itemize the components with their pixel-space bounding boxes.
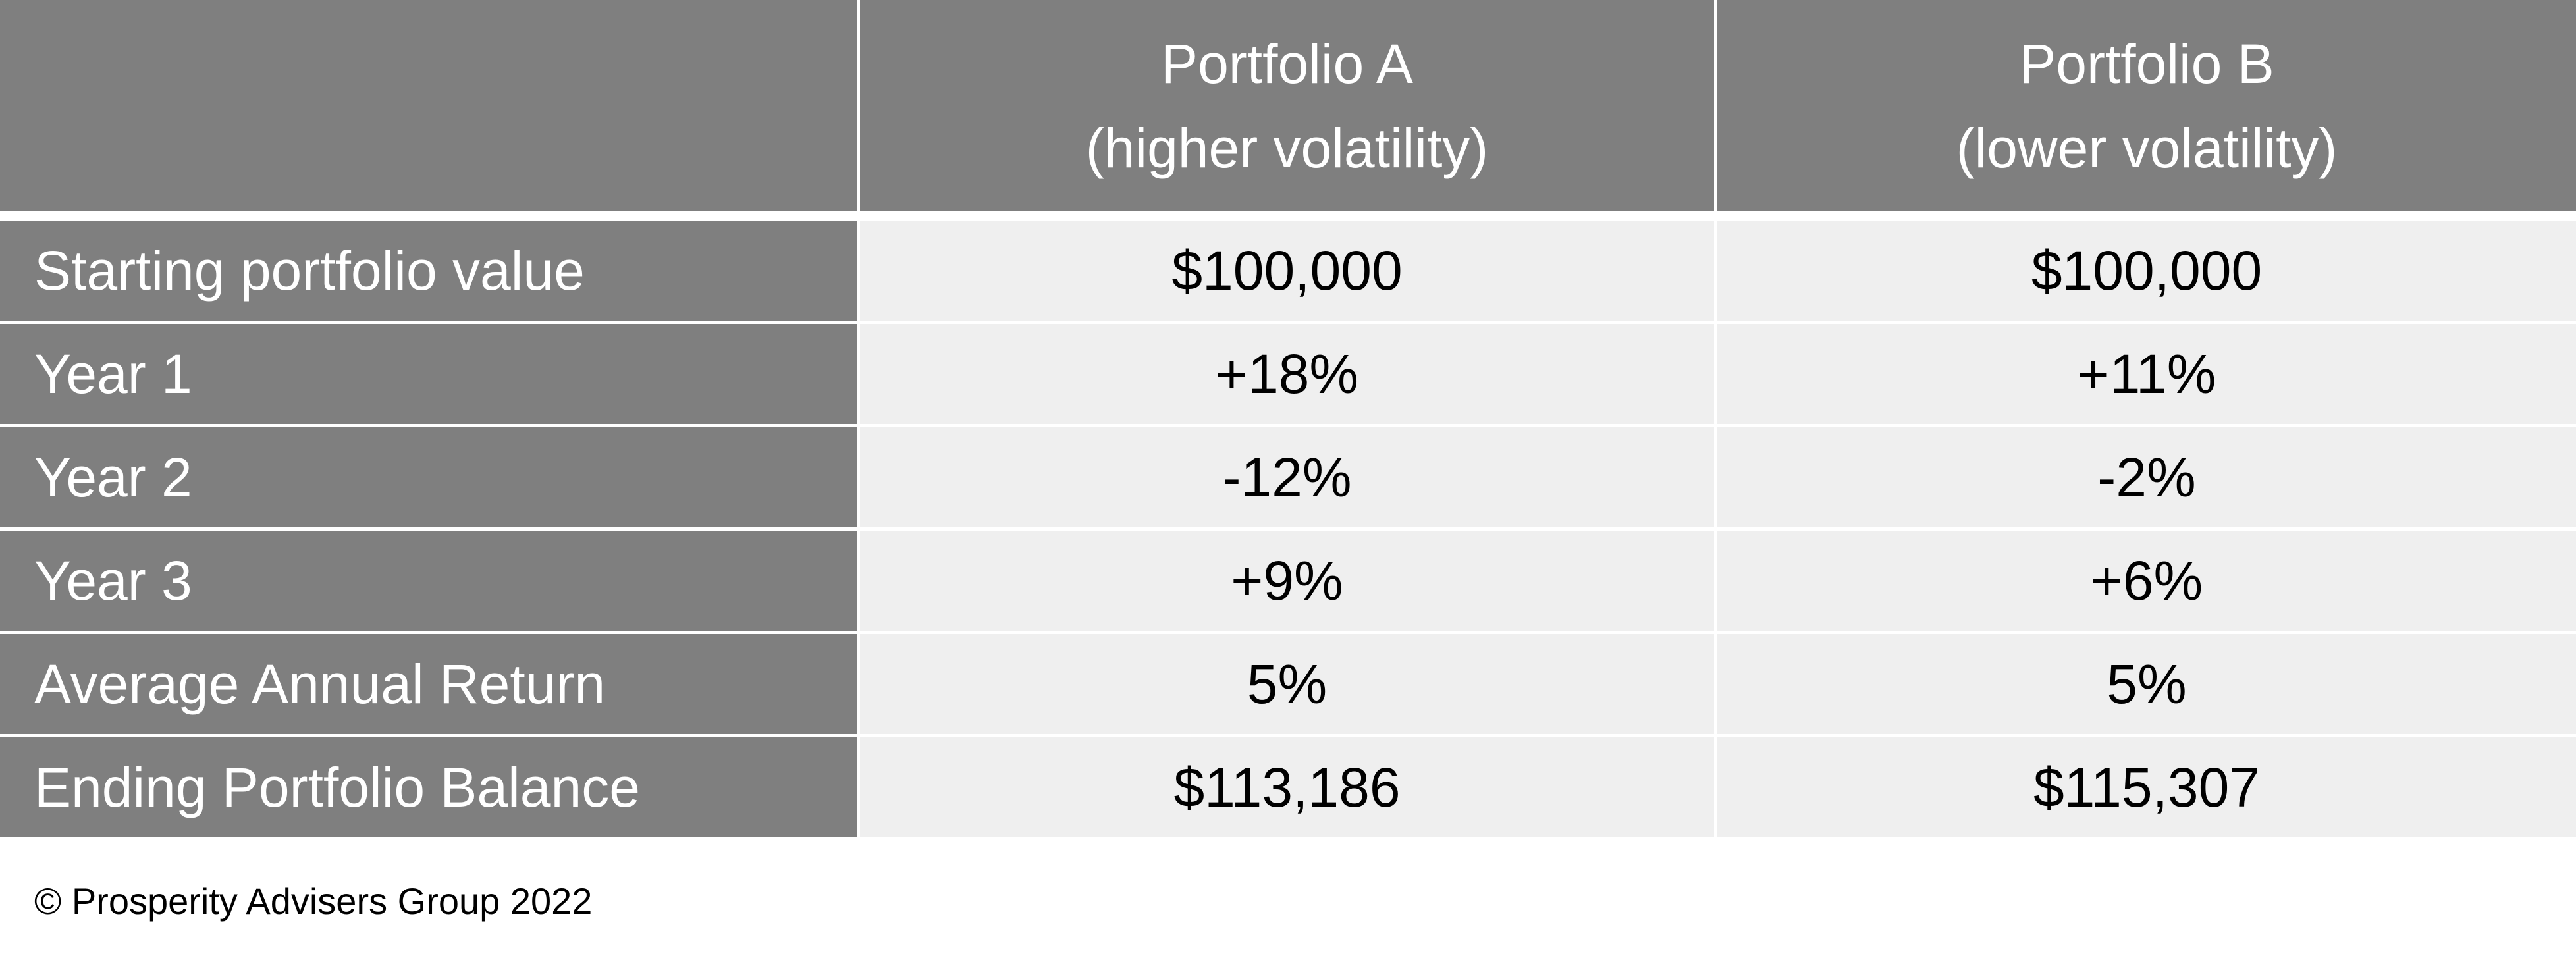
header-corner-cell xyxy=(0,0,857,211)
cell-portfolio-a: $100,000 xyxy=(860,221,1714,321)
portfolio-comparison-table: Portfolio A (higher volatility) Portfolio… xyxy=(0,0,2576,837)
header-b-subtitle: (lower volatility) xyxy=(1956,117,2338,179)
cell-portfolio-a: 5% xyxy=(860,634,1714,734)
row-label: Ending Portfolio Balance xyxy=(0,737,857,837)
row-label: Average Annual Return xyxy=(0,634,857,734)
cell-portfolio-a: -12% xyxy=(860,427,1714,527)
cell-portfolio-b: 5% xyxy=(1717,634,2576,734)
row-label: Year 3 xyxy=(0,531,857,631)
header-a-subtitle: (higher volatility) xyxy=(1085,117,1489,179)
cell-portfolio-b: $100,000 xyxy=(1717,221,2576,321)
row-label: Year 1 xyxy=(0,324,857,424)
header-portfolio-a: Portfolio A (higher volatility) xyxy=(860,0,1714,211)
cell-portfolio-a: +18% xyxy=(860,324,1714,424)
row-label: Year 2 xyxy=(0,427,857,527)
cell-portfolio-b: +11% xyxy=(1717,324,2576,424)
header-b-title: Portfolio B xyxy=(2019,32,2274,95)
header-a-title: Portfolio A xyxy=(1161,32,1413,95)
cell-portfolio-a: +9% xyxy=(860,531,1714,631)
cell-portfolio-b: +6% xyxy=(1717,531,2576,631)
row-label: Starting portfolio value xyxy=(0,221,857,321)
cell-portfolio-a: $113,186 xyxy=(860,737,1714,837)
header-portfolio-b: Portfolio B (lower volatility) xyxy=(1717,0,2576,211)
copyright-footer: © Prosperity Advisers Group 2022 xyxy=(34,880,593,922)
cell-portfolio-b: -2% xyxy=(1717,427,2576,527)
cell-portfolio-b: $115,307 xyxy=(1717,737,2576,837)
